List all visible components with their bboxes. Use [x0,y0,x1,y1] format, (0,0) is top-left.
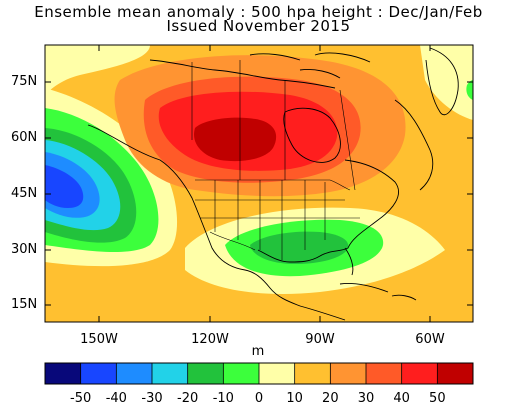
coast-hispaniola [391,294,417,301]
coast-hudson-bay [283,107,341,163]
colorbar-tick-label: 20 [322,391,339,406]
lat-label-60n: 60N [11,130,38,145]
coast-labrador [394,99,434,191]
colorbar-swatch [259,363,295,384]
colorbar-tick-label: 30 [357,391,375,406]
lat-label-30n: 30N [11,242,38,257]
lat-label-15n: 15N [11,297,38,312]
lon-ticks [98,45,431,322]
coast-canadian-archipelago [249,52,371,79]
lon-label-60w: 60W [415,332,445,347]
lon-label-150w: 150W [80,332,118,347]
coast-east [257,159,399,263]
colorbar-tick-label: -10 [212,391,234,406]
colorbar-swatch [223,363,259,384]
colorbar-tick-label: -40 [105,391,127,406]
lat-ticks [45,81,473,306]
coast-cuba [339,283,389,293]
colorbar-swatch [45,363,81,384]
colorbar-tick-label: 50 [429,391,446,406]
coast-west [87,124,301,307]
band-10-20-northeast [420,45,473,120]
colorbar-swatch [366,363,402,384]
colorbar-swatch [330,363,366,384]
coast-greenland [425,47,459,116]
colorbar-tick-label: 10 [286,391,303,406]
colorbar-swatch [401,363,438,384]
band-max-ridge [194,117,277,162]
band-neg50-neg40-pacific [45,165,84,208]
lat-label-45n: 45N [11,186,38,201]
coast-florida [344,247,354,276]
band-10-20-north [45,45,150,95]
map-subtitle: Issued November 2015 [166,17,351,35]
border-us-canada [195,179,351,191]
band-neg20-neg10-gulf [250,231,349,264]
coast-central-america [299,305,346,321]
colorbar-tick-label: -50 [70,391,92,406]
lon-label-90w: 90W [305,332,335,347]
colorbar-tick-label: -20 [177,391,199,406]
colorbar-swatch [152,363,188,384]
colorbar-swatch [80,363,117,384]
lat-label-75n: 75N [11,74,38,89]
coastlines [87,47,459,321]
band-neg10-0-northeast [466,80,473,100]
colorbar-swatch [116,363,152,384]
colorbar-tick-label: -30 [141,391,163,406]
coast-alaska-arctic [149,59,336,89]
colorbar [44,362,474,385]
colorbar-tick-label: 0 [254,391,264,406]
political-boundaries [191,60,360,260]
colorbar-swatch [187,363,224,384]
map-title: Ensemble mean anomaly : 500 hpa height :… [34,3,483,21]
provinces [239,60,356,191]
border-us-mexico [209,231,256,251]
colorbar-swatch [437,363,473,384]
states-grid [195,180,360,260]
colorbar-tick-label: 40 [393,391,410,406]
units-label: m [251,344,265,359]
map-frame [44,44,474,323]
colorbar-swatch [294,363,331,384]
lon-label-120w: 120W [191,332,229,347]
anomaly-field [45,45,473,322]
